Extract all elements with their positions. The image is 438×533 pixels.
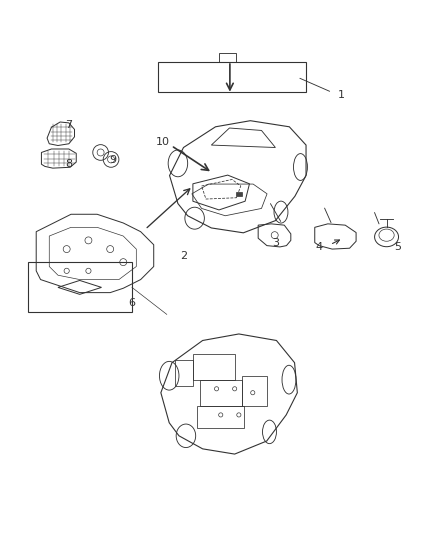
Text: 1: 1 — [337, 90, 344, 100]
Text: 4: 4 — [315, 242, 323, 252]
Text: 3: 3 — [272, 238, 279, 247]
Text: 7: 7 — [65, 120, 72, 130]
Text: 5: 5 — [394, 242, 401, 252]
Text: 10: 10 — [155, 138, 170, 148]
Text: 6: 6 — [128, 298, 135, 309]
Text: 9: 9 — [109, 155, 116, 165]
Bar — [28, 262, 132, 312]
Text: 2: 2 — [180, 251, 188, 261]
Polygon shape — [237, 192, 242, 196]
Text: 8: 8 — [65, 159, 72, 169]
